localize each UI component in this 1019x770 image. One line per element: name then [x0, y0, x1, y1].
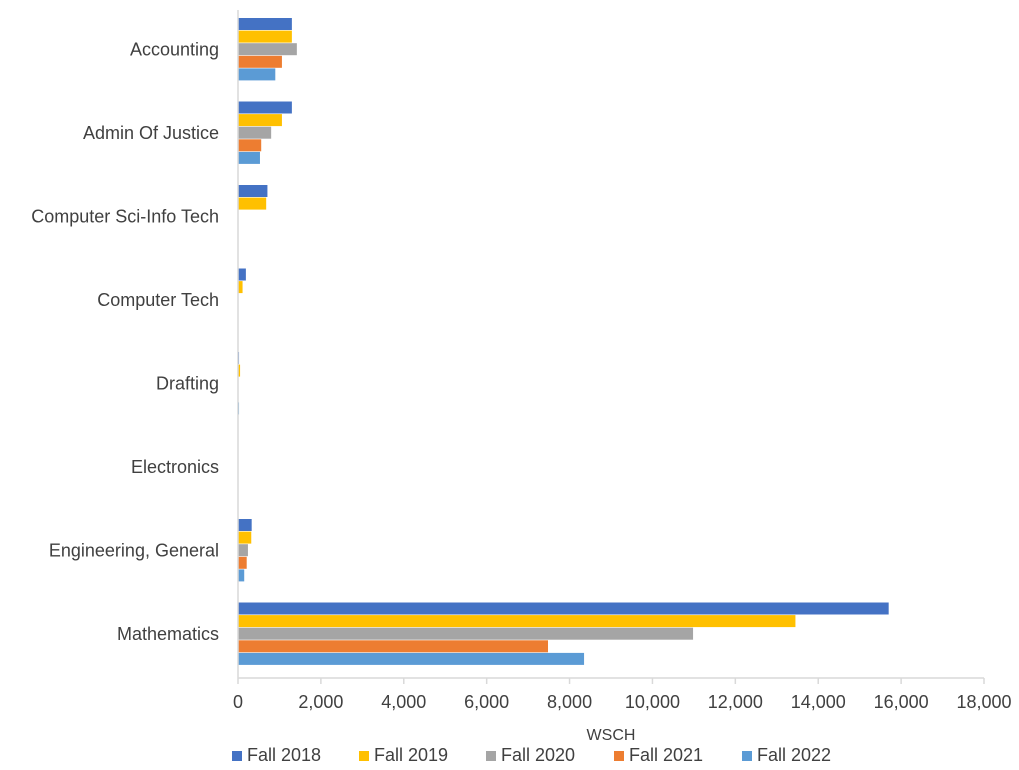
bar-computer-sci-info-tech-fall-2018: [238, 185, 268, 197]
bar-engineering-general-fall-2018: [238, 519, 252, 531]
bar-mathematics-fall-2019: [238, 615, 796, 628]
bar-engineering-general-fall-2020: [238, 544, 248, 557]
bar-accounting-fall-2022: [238, 68, 276, 81]
x-tick-label: 16,000: [874, 692, 929, 712]
legend-label: Fall 2021: [629, 745, 703, 765]
x-tick-label: 12,000: [708, 692, 763, 712]
bar-mathematics-fall-2018: [238, 602, 889, 615]
x-ticks-group: 0 2,000 4,000 6,000 8,000 10,000 12,000 14,000 1…: [233, 678, 1012, 712]
legend-swatch: [232, 751, 242, 761]
category-label: Drafting: [156, 374, 219, 394]
x-tick-label: 10,000: [625, 692, 680, 712]
bar-engineering-general-fall-2022: [238, 569, 245, 582]
category-label: Mathematics: [117, 624, 219, 644]
x-tick-label: 4,000: [381, 692, 426, 712]
bar-admin-of-justice-fall-2018: [238, 101, 292, 114]
bar-mathematics-fall-2022: [238, 652, 585, 665]
bar-computer-tech-fall-2019: [238, 281, 243, 294]
bar-accounting-fall-2018: [238, 18, 292, 30]
bar-accounting-fall-2019: [238, 30, 292, 43]
bars-group: [238, 18, 889, 665]
legend-swatch: [614, 751, 624, 761]
bar-accounting-fall-2021: [238, 55, 282, 68]
bar-mathematics-fall-2021: [238, 640, 549, 653]
category-label: Electronics: [131, 457, 219, 477]
legend-swatch: [742, 751, 752, 761]
x-tick-label: 0: [233, 692, 243, 712]
bar-mathematics-fall-2020: [238, 627, 694, 640]
bar-computer-sci-info-tech-fall-2019: [238, 197, 267, 210]
category-label: Computer Tech: [97, 290, 219, 310]
x-tick-label: 18,000: [956, 692, 1011, 712]
bar-admin-of-justice-fall-2021: [238, 139, 262, 152]
category-label: Admin Of Justice: [83, 123, 219, 143]
legend-swatch: [486, 751, 496, 761]
bar-admin-of-justice-fall-2019: [238, 114, 282, 127]
category-label: Engineering, General: [49, 541, 219, 561]
category-label: Computer Sci-Info Tech: [31, 207, 219, 227]
x-tick-label: 2,000: [298, 692, 343, 712]
bar-computer-tech-fall-2018: [238, 268, 246, 281]
category-label: Accounting: [130, 40, 219, 60]
legend-label: Fall 2020: [501, 745, 575, 765]
category-labels-group: Accounting Admin Of Justice Computer Sci-I…: [31, 40, 219, 645]
bar-engineering-general-fall-2019: [238, 531, 252, 544]
bar-admin-of-justice-fall-2022: [238, 151, 260, 164]
bar-engineering-general-fall-2021: [238, 556, 247, 569]
legend-label: Fall 2018: [247, 745, 321, 765]
x-tick-label: 6,000: [464, 692, 509, 712]
bar-accounting-fall-2020: [238, 43, 297, 56]
x-tick-label: 8,000: [547, 692, 592, 712]
legend: Fall 2018 Fall 2019 Fall 2020 Fall 2021 Fall…: [232, 745, 831, 765]
bar-admin-of-justice-fall-2020: [238, 126, 272, 139]
legend-swatch: [359, 751, 369, 761]
x-axis-title: WSCH: [587, 727, 636, 744]
x-tick-label: 14,000: [791, 692, 846, 712]
bar-drafting-fall-2019: [238, 364, 241, 377]
legend-label: Fall 2019: [374, 745, 448, 765]
legend-label: Fall 2022: [757, 745, 831, 765]
